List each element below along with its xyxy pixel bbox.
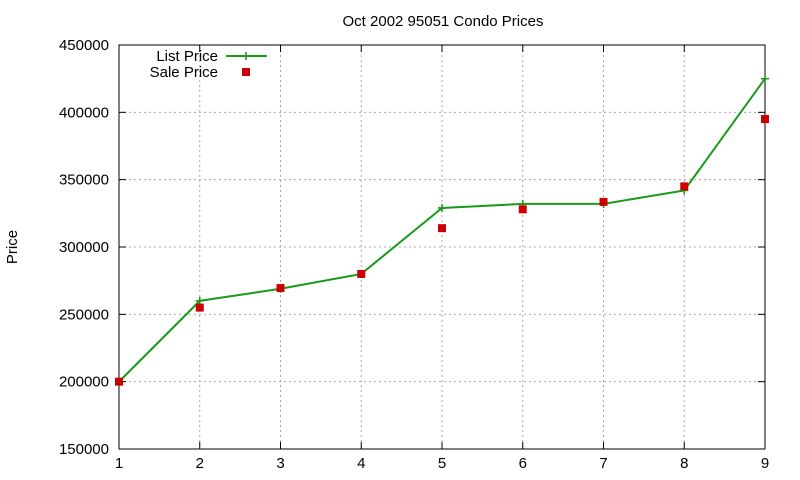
x-tick-label: 4 <box>357 455 365 472</box>
sale-price-point <box>438 224 446 233</box>
y-tick-label: 200000 <box>59 374 109 391</box>
chart-title: Oct 2002 95051 Condo Prices <box>343 13 544 30</box>
series-sale-price <box>115 115 769 386</box>
y-axis-label: Price <box>4 230 21 264</box>
x-tick-label: 6 <box>519 455 527 472</box>
legend-label: Sale Price <box>150 64 218 81</box>
x-tick-label: 3 <box>276 455 284 472</box>
axis-ticks: 1 2 3 4 5 6 7 8 9 150000 200000 250000 300000 350000 4… <box>59 37 769 472</box>
list-price-point <box>195 296 204 305</box>
sale-price-point <box>518 205 527 214</box>
x-tick-label: 5 <box>438 455 446 472</box>
x-tick-label: 2 <box>196 455 204 472</box>
series-layer <box>115 74 769 386</box>
legend-swatch-square <box>242 68 250 76</box>
sale-price-point <box>195 303 204 312</box>
grid <box>119 45 765 449</box>
sale-price-point <box>680 182 689 191</box>
list-price-point <box>438 203 446 212</box>
x-tick-label: 7 <box>599 455 607 472</box>
sale-price-point <box>761 115 769 124</box>
y-tick-label: 300000 <box>59 239 109 256</box>
sale-price-point <box>357 269 366 278</box>
y-tick-label: 150000 <box>59 441 109 458</box>
legend-label: List Price <box>156 48 218 65</box>
y-tick-label: 350000 <box>59 172 109 189</box>
y-tick-label: 250000 <box>59 306 109 323</box>
x-tick-label: 1 <box>115 455 123 472</box>
x-tick-label: 8 <box>680 455 688 472</box>
sale-price-point <box>276 284 285 293</box>
legend-swatch-marker <box>242 52 250 60</box>
x-tick-label: 9 <box>761 455 769 472</box>
list-price-point <box>761 74 769 83</box>
sale-price-point <box>115 377 123 386</box>
sale-price-point <box>599 197 608 206</box>
y-tick-label: 400000 <box>59 104 109 121</box>
y-tick-label: 450000 <box>59 37 109 54</box>
